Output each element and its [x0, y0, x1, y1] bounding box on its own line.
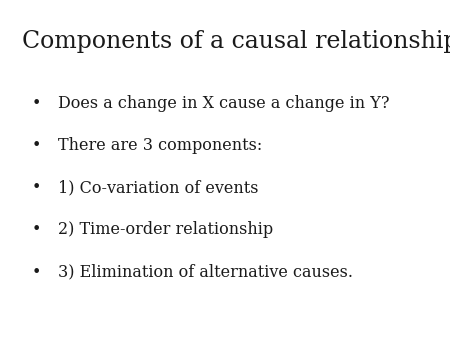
Text: •: •	[32, 95, 41, 112]
Text: •: •	[32, 179, 41, 196]
Text: 3) Elimination of alternative causes.: 3) Elimination of alternative causes.	[58, 264, 354, 281]
Text: 2) Time-order relationship: 2) Time-order relationship	[58, 221, 274, 238]
Text: 1) Co-variation of events: 1) Co-variation of events	[58, 179, 259, 196]
Text: •: •	[32, 137, 41, 154]
Text: •: •	[32, 264, 41, 281]
Text: •: •	[32, 221, 41, 238]
Text: There are 3 components:: There are 3 components:	[58, 137, 263, 154]
Text: Components of a causal relationship: Components of a causal relationship	[22, 30, 450, 53]
Text: Does a change in X cause a change in Y?: Does a change in X cause a change in Y?	[58, 95, 390, 112]
